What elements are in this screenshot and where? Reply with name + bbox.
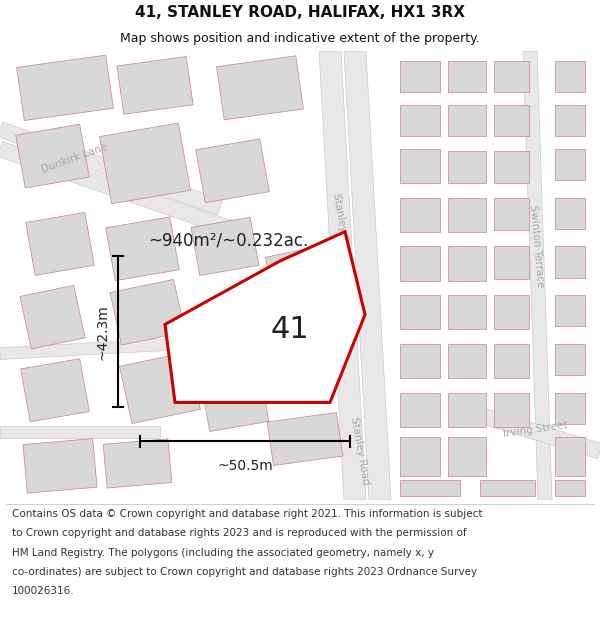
- Polygon shape: [555, 198, 585, 229]
- Polygon shape: [217, 56, 304, 120]
- Polygon shape: [448, 437, 486, 476]
- Polygon shape: [448, 105, 486, 136]
- Polygon shape: [17, 55, 113, 121]
- Polygon shape: [555, 149, 585, 180]
- Text: ~42.3m: ~42.3m: [95, 304, 109, 359]
- Polygon shape: [103, 439, 172, 488]
- Text: to Crown copyright and database rights 2023 and is reproduced with the permissio: to Crown copyright and database rights 2…: [12, 528, 467, 538]
- Polygon shape: [165, 232, 365, 402]
- Polygon shape: [555, 392, 585, 424]
- Text: Swinton Terrace: Swinton Terrace: [529, 204, 545, 288]
- Polygon shape: [20, 285, 85, 349]
- Text: ~940m²/~0.232ac.: ~940m²/~0.232ac.: [148, 232, 308, 250]
- Text: Irving Street: Irving Street: [502, 420, 568, 439]
- Polygon shape: [555, 344, 585, 375]
- Polygon shape: [400, 481, 460, 496]
- Polygon shape: [467, 405, 600, 459]
- Polygon shape: [480, 481, 535, 496]
- Polygon shape: [555, 105, 585, 136]
- Polygon shape: [196, 294, 265, 354]
- Text: 41: 41: [271, 315, 310, 344]
- Polygon shape: [119, 352, 200, 424]
- Polygon shape: [448, 198, 486, 232]
- Polygon shape: [448, 151, 486, 183]
- Polygon shape: [110, 279, 185, 345]
- Polygon shape: [117, 56, 193, 114]
- Text: Dunkirk Lane: Dunkirk Lane: [41, 142, 109, 175]
- Text: Stanley Road: Stanley Road: [349, 417, 371, 486]
- Polygon shape: [400, 149, 440, 183]
- Polygon shape: [400, 61, 440, 92]
- Polygon shape: [0, 122, 223, 214]
- Polygon shape: [555, 295, 585, 326]
- Polygon shape: [0, 426, 160, 438]
- Polygon shape: [16, 124, 89, 188]
- Text: 100026316.: 100026316.: [12, 586, 74, 596]
- Polygon shape: [400, 295, 440, 329]
- Polygon shape: [267, 412, 343, 466]
- Polygon shape: [555, 246, 585, 278]
- Polygon shape: [20, 359, 89, 422]
- Polygon shape: [448, 392, 486, 427]
- Text: HM Land Registry. The polygons (including the associated geometry, namely x, y: HM Land Registry. The polygons (includin…: [12, 548, 434, 558]
- Polygon shape: [448, 344, 486, 378]
- Polygon shape: [344, 51, 391, 501]
- Polygon shape: [448, 61, 486, 92]
- Polygon shape: [191, 217, 259, 276]
- Polygon shape: [265, 246, 329, 305]
- Polygon shape: [400, 437, 440, 476]
- Polygon shape: [106, 217, 179, 281]
- Text: Stanley Road: Stanley Road: [331, 192, 353, 261]
- Polygon shape: [201, 373, 269, 431]
- Polygon shape: [494, 392, 529, 427]
- Polygon shape: [400, 392, 440, 427]
- Polygon shape: [266, 339, 329, 397]
- Text: 41, STANLEY ROAD, HALIFAX, HX1 3RX: 41, STANLEY ROAD, HALIFAX, HX1 3RX: [135, 5, 465, 20]
- Polygon shape: [448, 295, 486, 329]
- Polygon shape: [319, 51, 366, 501]
- Polygon shape: [494, 295, 529, 329]
- Polygon shape: [555, 61, 585, 92]
- Polygon shape: [494, 105, 529, 136]
- Polygon shape: [400, 246, 440, 281]
- Polygon shape: [0, 338, 181, 359]
- Polygon shape: [494, 151, 529, 183]
- Polygon shape: [494, 198, 529, 230]
- Polygon shape: [448, 246, 486, 281]
- Polygon shape: [494, 246, 529, 279]
- Text: ~50.5m: ~50.5m: [217, 459, 273, 473]
- Text: Contains OS data © Crown copyright and database right 2021. This information is : Contains OS data © Crown copyright and d…: [12, 509, 482, 519]
- Polygon shape: [196, 139, 269, 202]
- Text: co-ordinates) are subject to Crown copyright and database rights 2023 Ordnance S: co-ordinates) are subject to Crown copyr…: [12, 567, 477, 577]
- Polygon shape: [555, 437, 585, 476]
- Text: Map shows position and indicative extent of the property.: Map shows position and indicative extent…: [120, 32, 480, 45]
- Polygon shape: [400, 198, 440, 232]
- Polygon shape: [400, 344, 440, 378]
- Polygon shape: [400, 105, 440, 136]
- Polygon shape: [494, 61, 529, 92]
- Polygon shape: [23, 439, 97, 493]
- Polygon shape: [523, 51, 552, 500]
- Polygon shape: [100, 123, 190, 204]
- Polygon shape: [555, 481, 585, 496]
- Polygon shape: [26, 213, 94, 276]
- Polygon shape: [494, 344, 529, 378]
- Polygon shape: [0, 141, 242, 239]
